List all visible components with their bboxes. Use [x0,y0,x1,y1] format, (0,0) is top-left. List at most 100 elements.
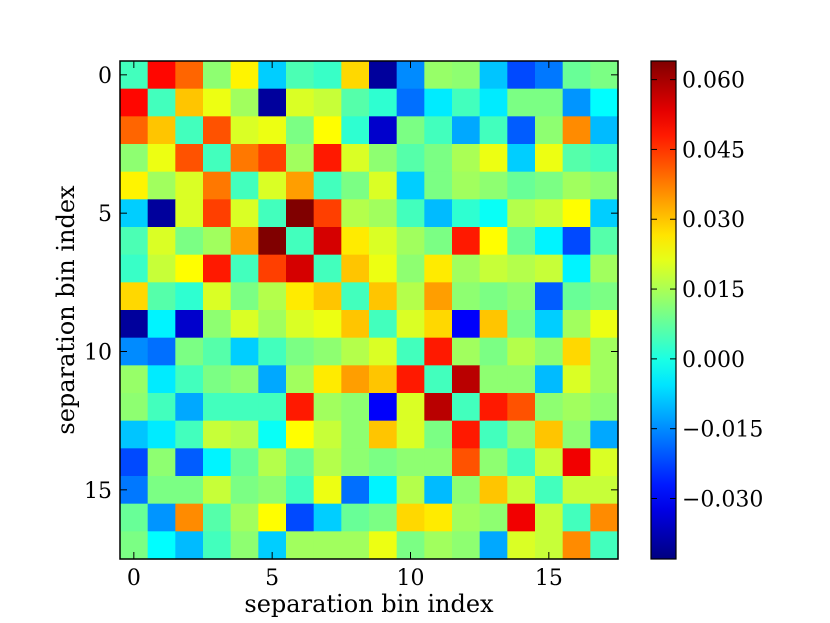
heatmap-cell [452,282,481,311]
heatmap-cell [313,144,342,173]
heatmap-cell [369,171,398,200]
heatmap-cell [258,393,287,422]
heatmap-cell [341,199,370,228]
heatmap-cell [590,420,619,449]
heatmap-cell [562,448,591,477]
heatmap-cell [507,171,536,200]
heatmap-cell [147,420,176,449]
x-tick-label: 0 [127,566,141,591]
heatmap-cell [479,365,508,394]
heatmap-cell [452,448,481,477]
heatmap-cell [175,337,204,366]
heatmap-cell [203,365,232,394]
heatmap-cell [230,393,259,422]
heatmap-cell [286,393,315,422]
heatmap-cell [313,61,342,90]
heatmap-cell [424,199,453,228]
heatmap-cell [424,310,453,339]
heatmap-cell [535,365,564,394]
heatmap-cell [424,88,453,117]
heatmap-cell [120,420,149,449]
heatmap-cell [590,393,619,422]
heatmap-cell [175,310,204,339]
heatmap-cell [147,61,176,90]
heatmap-cell [175,88,204,117]
heatmap-cell [369,144,398,173]
heatmap-cell [562,282,591,311]
heatmap-cell [203,199,232,228]
heatmap-cells [120,61,619,560]
heatmap-cell [562,144,591,173]
heatmap-cell [479,171,508,200]
colorbar [650,60,677,560]
heatmap-cell [479,116,508,145]
heatmap-cell [175,282,204,311]
axis-ticks: 0 5 10 15 0 5 10 15 [84,61,618,591]
heatmap-cell [535,227,564,256]
heatmap-cell [341,503,370,532]
heatmap-cell [313,365,342,394]
heatmap-cell [479,531,508,560]
heatmap-cell [313,393,342,422]
heatmap-cell [286,337,315,366]
y-tick-label: 0 [98,64,112,89]
heatmap-cell [286,227,315,256]
heatmap-cell [535,88,564,117]
heatmap-cell [479,61,508,90]
heatmap-cell [424,61,453,90]
heatmap-cell [507,254,536,283]
heatmap-cell [120,144,149,173]
heatmap-cell [535,503,564,532]
heatmap-cell [507,420,536,449]
colorbar-tick-label: 0.015 [682,278,745,303]
heatmap-cell [424,476,453,505]
heatmap-cell [396,144,425,173]
heatmap-cell [120,365,149,394]
x-tick-label: 5 [265,566,279,591]
heatmap-cell [396,199,425,228]
heatmap-cell [507,61,536,90]
heatmap-cell [590,282,619,311]
heatmap-cell [286,88,315,117]
heatmap-cell [147,337,176,366]
heatmap-cell [175,144,204,173]
heatmap-cell [590,310,619,339]
heatmap-cell [562,227,591,256]
heatmap-cell [424,171,453,200]
heatmap-cell [230,116,259,145]
heatmap-cell [313,116,342,145]
heatmap-cell [341,420,370,449]
heatmap-cell [286,420,315,449]
heatmap-cell [258,282,287,311]
heatmap-cell [203,476,232,505]
heatmap-cell [562,365,591,394]
heatmap-cell [203,337,232,366]
heatmap-cell [147,310,176,339]
heatmap-cell [369,448,398,477]
heatmap-cell [507,337,536,366]
heatmap-cell [396,476,425,505]
heatmap-cell [341,337,370,366]
heatmap-cell [452,503,481,532]
heatmap-cell [396,420,425,449]
heatmap-cell [479,393,508,422]
heatmap-cell [369,61,398,90]
heatmap-cell [507,476,536,505]
heatmap-cell [341,310,370,339]
heatmap-cell [396,393,425,422]
heatmap-cell [203,282,232,311]
heatmap-cell [258,420,287,449]
heatmap-cell [230,282,259,311]
heatmap-cell [203,393,232,422]
heatmap-cell [369,365,398,394]
heatmap-cell [286,282,315,311]
heatmap-cell [230,365,259,394]
heatmap-cell [369,227,398,256]
heatmap-cell [535,254,564,283]
heatmap-cell [175,393,204,422]
heatmap-cell [313,448,342,477]
heatmap-cell [175,365,204,394]
heatmap-cell [452,88,481,117]
heatmap-cell [369,116,398,145]
heatmap-cell [147,476,176,505]
